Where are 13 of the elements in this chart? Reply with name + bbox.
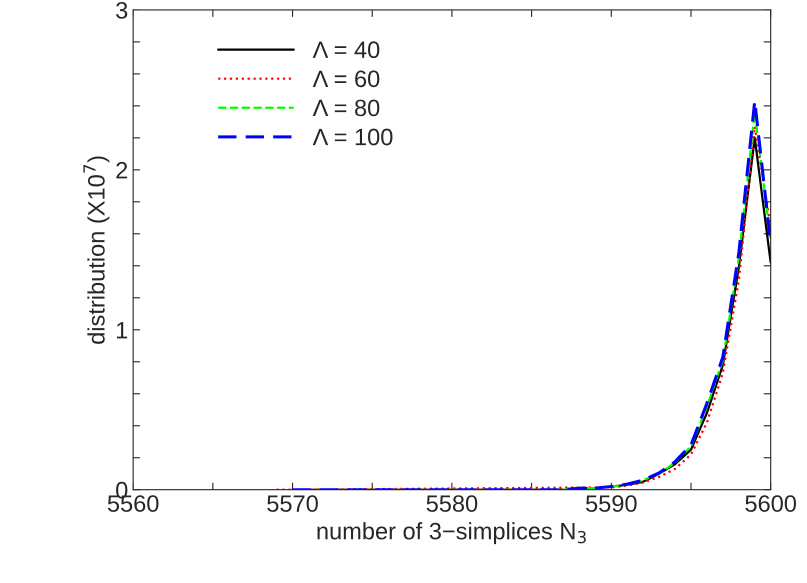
x-tick-label: 5590 <box>586 495 637 512</box>
legend-label: Λ = 40 <box>312 41 380 58</box>
legend-label: Λ = 60 <box>312 70 380 88</box>
x-tick-label: 5580 <box>426 495 478 512</box>
legend-label: Λ = 80 <box>312 100 380 116</box>
y-tick-label: 2 <box>116 162 128 178</box>
y-axis-title: distribution (X10$^{7}$) <box>83 156 110 344</box>
x-axis-title: number of 3−simplices N$_{3}$ <box>317 522 586 544</box>
y-tick-label: 1 <box>116 322 128 338</box>
x-tick-label: 5600 <box>745 495 796 512</box>
legend-label: Λ = 100 <box>312 128 392 146</box>
x-tick-label: 5570 <box>267 495 318 512</box>
y-tick-label: 3 <box>116 2 128 19</box>
